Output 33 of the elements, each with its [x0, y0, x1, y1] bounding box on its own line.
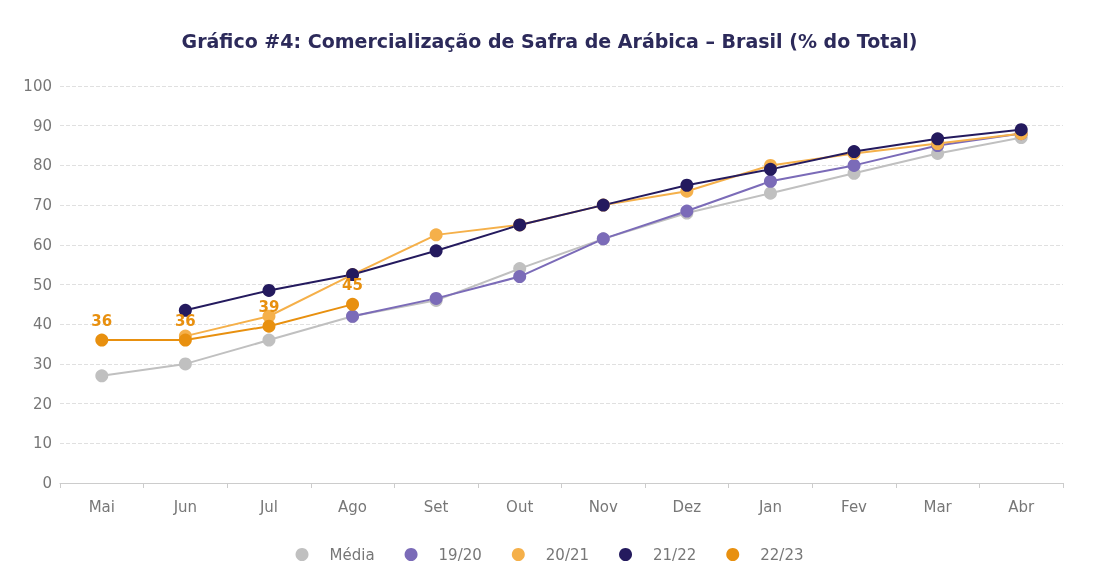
- data-label: 36: [91, 312, 113, 331]
- x-tick-label: Out: [506, 497, 534, 516]
- x-tick-label: Fev: [841, 497, 868, 516]
- legend-label: 22/23: [760, 545, 804, 564]
- y-tick-label: 10: [32, 434, 52, 453]
- x-tick-label: Ago: [338, 497, 368, 516]
- x-tick-label: Jan: [757, 497, 783, 516]
- legend-label: 20/21: [545, 545, 590, 564]
- y-tick-label: 30: [32, 354, 52, 373]
- legend-label: 19/20: [438, 545, 482, 564]
- x-tick-label: Mar: [923, 497, 953, 516]
- x-tick-label: Jun: [172, 497, 198, 516]
- data-label: 36: [174, 312, 196, 331]
- data-label: 45: [342, 276, 363, 295]
- y-tick-label: 50: [32, 275, 52, 294]
- y-tick-label: 100: [23, 77, 52, 95]
- legend-label: Média: [329, 545, 375, 564]
- y-tick-label: 80: [32, 156, 52, 175]
- chart-title: Gráfico #4: Comercialização de Safra de Arábica – Brasil (% do Total): [181, 29, 918, 52]
- legend-label: 21/22: [653, 545, 697, 564]
- y-tick-label: 0: [42, 474, 52, 492]
- y-tick-label: 90: [32, 116, 52, 135]
- y-tick-label: 40: [32, 315, 52, 334]
- x-tick-label: Abr: [1008, 497, 1036, 516]
- x-tick-label: Nov: [588, 497, 619, 516]
- y-tick-label: 70: [32, 196, 52, 215]
- y-tick-label: 60: [32, 235, 52, 254]
- data-label: 39: [258, 298, 280, 317]
- x-tick-label: Set: [423, 497, 449, 516]
- y-tick-label: 20: [32, 394, 52, 413]
- x-tick-label: Jul: [258, 497, 279, 516]
- x-tick-label: Dez: [672, 497, 702, 516]
- x-tick-label: Mai: [88, 497, 115, 516]
